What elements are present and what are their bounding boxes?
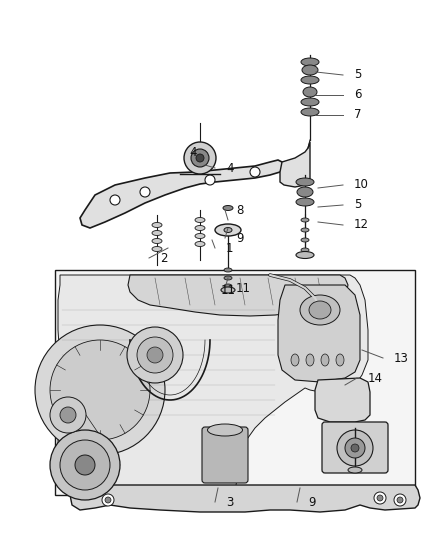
Circle shape — [397, 497, 403, 503]
Circle shape — [105, 497, 111, 503]
Circle shape — [205, 175, 215, 185]
Ellipse shape — [301, 228, 309, 232]
Polygon shape — [80, 160, 285, 228]
Circle shape — [127, 327, 183, 383]
Polygon shape — [315, 378, 370, 422]
Circle shape — [377, 495, 383, 501]
Ellipse shape — [301, 98, 319, 106]
Circle shape — [60, 407, 76, 423]
Ellipse shape — [297, 187, 313, 197]
Circle shape — [147, 347, 163, 363]
Ellipse shape — [321, 354, 329, 366]
Ellipse shape — [300, 295, 340, 325]
Circle shape — [196, 154, 204, 162]
Ellipse shape — [224, 268, 232, 272]
Ellipse shape — [221, 287, 235, 293]
Ellipse shape — [306, 354, 314, 366]
FancyBboxPatch shape — [322, 422, 388, 473]
Circle shape — [140, 187, 150, 197]
Text: 9: 9 — [236, 231, 244, 245]
Ellipse shape — [309, 301, 331, 319]
Circle shape — [50, 397, 86, 433]
Text: 3: 3 — [226, 496, 233, 508]
Ellipse shape — [152, 246, 162, 252]
Circle shape — [250, 167, 260, 177]
Ellipse shape — [215, 224, 241, 236]
Polygon shape — [58, 275, 368, 498]
Ellipse shape — [301, 108, 319, 116]
Ellipse shape — [208, 424, 243, 436]
Text: 13: 13 — [394, 351, 409, 365]
Ellipse shape — [195, 241, 205, 246]
Polygon shape — [278, 285, 360, 382]
Text: 7: 7 — [354, 109, 361, 122]
Ellipse shape — [223, 206, 233, 211]
Circle shape — [351, 444, 359, 452]
Ellipse shape — [195, 225, 205, 230]
Circle shape — [102, 494, 114, 506]
Ellipse shape — [152, 238, 162, 244]
FancyBboxPatch shape — [55, 270, 415, 495]
Polygon shape — [280, 142, 310, 187]
Text: 5: 5 — [354, 69, 361, 82]
Ellipse shape — [348, 467, 362, 473]
Text: 4: 4 — [189, 146, 197, 158]
Ellipse shape — [301, 248, 309, 252]
Ellipse shape — [195, 233, 205, 238]
Ellipse shape — [296, 252, 314, 259]
Circle shape — [110, 195, 120, 205]
Ellipse shape — [224, 228, 232, 232]
Ellipse shape — [336, 354, 344, 366]
Text: 11: 11 — [236, 281, 251, 295]
Circle shape — [374, 492, 386, 504]
Circle shape — [50, 430, 120, 500]
Ellipse shape — [301, 58, 319, 66]
Ellipse shape — [303, 87, 317, 97]
Text: 12: 12 — [354, 219, 369, 231]
Circle shape — [394, 494, 406, 506]
Circle shape — [75, 455, 95, 475]
Text: 2: 2 — [160, 252, 167, 264]
Circle shape — [35, 325, 165, 455]
Ellipse shape — [152, 222, 162, 228]
Circle shape — [137, 337, 173, 373]
Text: 14: 14 — [368, 372, 383, 384]
Text: 11: 11 — [220, 284, 236, 296]
Text: 10: 10 — [354, 179, 369, 191]
Text: 4: 4 — [226, 161, 233, 174]
Circle shape — [50, 340, 150, 440]
Ellipse shape — [301, 76, 319, 84]
Ellipse shape — [301, 218, 309, 222]
Ellipse shape — [296, 198, 314, 206]
Ellipse shape — [296, 178, 314, 186]
Circle shape — [337, 430, 373, 466]
Text: 5: 5 — [354, 198, 361, 212]
Polygon shape — [70, 485, 420, 512]
Text: 6: 6 — [354, 88, 361, 101]
Ellipse shape — [301, 238, 309, 242]
Circle shape — [345, 438, 365, 458]
Text: 1: 1 — [226, 241, 233, 254]
Ellipse shape — [291, 354, 299, 366]
Polygon shape — [128, 275, 348, 316]
Ellipse shape — [152, 230, 162, 236]
Ellipse shape — [224, 276, 232, 280]
Ellipse shape — [195, 217, 205, 222]
Circle shape — [184, 142, 216, 174]
Ellipse shape — [224, 284, 232, 288]
FancyBboxPatch shape — [202, 427, 248, 483]
Text: 9: 9 — [308, 496, 315, 508]
Circle shape — [60, 440, 110, 490]
Circle shape — [191, 149, 209, 167]
Ellipse shape — [302, 65, 318, 75]
Text: 8: 8 — [236, 204, 244, 216]
